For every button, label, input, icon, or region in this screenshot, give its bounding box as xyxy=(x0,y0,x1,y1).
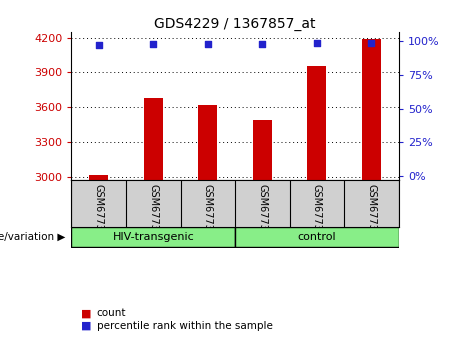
Title: GDS4229 / 1367857_at: GDS4229 / 1367857_at xyxy=(154,17,316,31)
Text: genotype/variation ▶: genotype/variation ▶ xyxy=(0,232,65,242)
Text: GSM677395: GSM677395 xyxy=(366,184,377,244)
Text: GSM677390: GSM677390 xyxy=(94,184,104,243)
Text: count: count xyxy=(97,308,126,318)
Bar xyxy=(198,105,218,181)
Point xyxy=(149,41,157,47)
Text: GSM677391: GSM677391 xyxy=(148,184,158,243)
Text: GSM677394: GSM677394 xyxy=(312,184,322,243)
Point xyxy=(204,41,212,47)
Point xyxy=(313,40,321,45)
Bar xyxy=(89,175,108,181)
Point xyxy=(259,41,266,47)
Text: ■: ■ xyxy=(81,321,91,331)
Bar xyxy=(144,98,163,181)
Text: control: control xyxy=(298,232,336,242)
FancyBboxPatch shape xyxy=(71,227,235,247)
Bar xyxy=(307,65,326,181)
Text: ■: ■ xyxy=(81,308,91,318)
Bar xyxy=(362,39,381,181)
Point xyxy=(368,40,375,45)
Text: percentile rank within the sample: percentile rank within the sample xyxy=(97,321,273,331)
Bar xyxy=(253,120,272,181)
Text: GSM677392: GSM677392 xyxy=(203,184,213,244)
Text: GSM677393: GSM677393 xyxy=(257,184,267,243)
Text: HIV-transgenic: HIV-transgenic xyxy=(112,232,194,242)
Point xyxy=(95,42,102,48)
FancyBboxPatch shape xyxy=(235,227,399,247)
